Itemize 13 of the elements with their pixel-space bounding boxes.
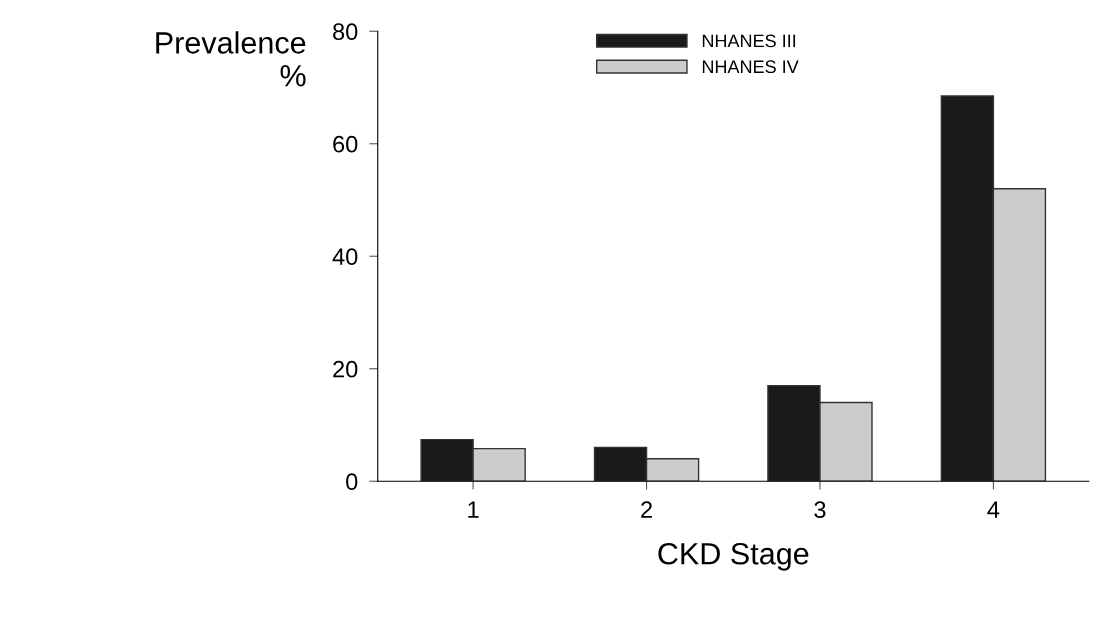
y-tick-label: 60	[333, 135, 358, 153]
y-tick-label: 0	[346, 473, 358, 491]
x-tick-label: 3	[814, 501, 826, 519]
x-tick-label: 4	[987, 501, 1000, 518]
legend-label: NHANES III	[702, 34, 796, 48]
y-tick-label: 40	[332, 248, 358, 266]
x-tick-label: 2	[641, 501, 652, 518]
legend-label: NHANES IV	[702, 60, 799, 74]
x-tick-label: 1	[468, 501, 479, 518]
y-axis-title: Prevalence %	[156, 31, 306, 87]
y-tick-label: 20	[333, 360, 358, 378]
y-tick-label: 80	[333, 23, 358, 41]
x-axis-title: CKD Stage	[658, 542, 809, 571]
